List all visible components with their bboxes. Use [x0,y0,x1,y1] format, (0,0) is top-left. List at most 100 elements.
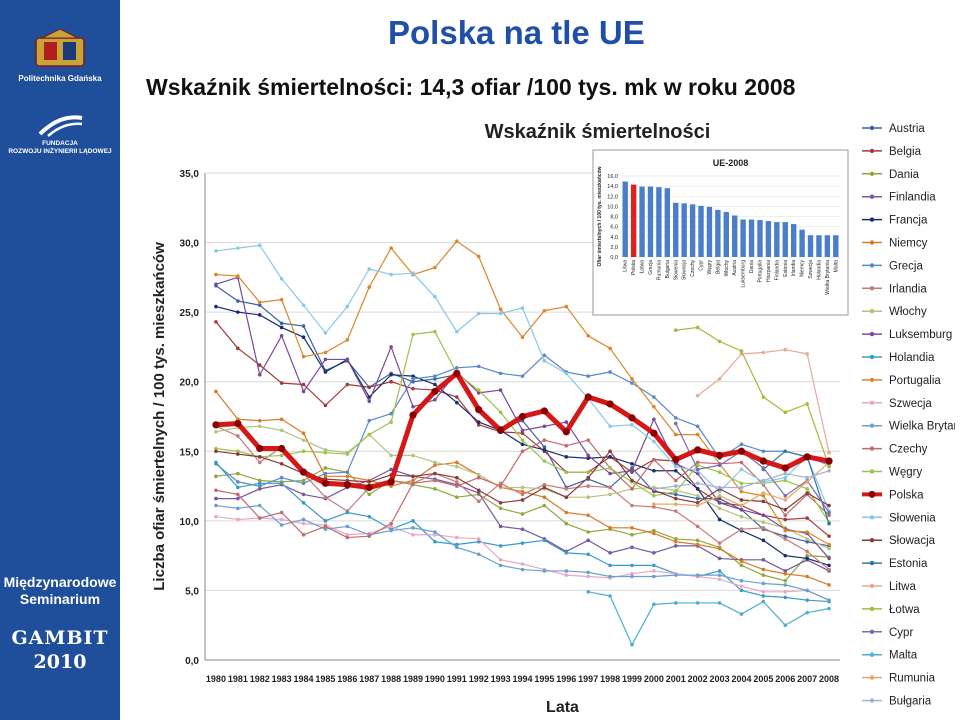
data-point-belgia [279,381,284,385]
x-tick-label: 1984 [294,674,314,684]
y-tick-label: 25,0 [180,308,200,319]
legend-marker-portugalia [869,377,875,383]
legend-label-bułgaria: Bułgaria [889,696,932,708]
data-point-holandia [564,551,569,555]
legend-label-finlandia: Finlandia [889,192,936,204]
data-point-portugalia [542,308,547,313]
data-point-irlandia [783,537,788,541]
data-point-niemcy [455,460,459,465]
data-point-dania [323,466,328,470]
data-point-austria [783,534,788,538]
data-point-portugalia [301,354,306,359]
data-point-włochy [323,448,328,452]
data-point-słowacja [433,471,437,476]
data-point-dania [652,528,656,533]
data-point-francja [323,370,328,374]
data-point-portugalia [257,300,262,305]
data-point-portugalia [433,265,437,270]
data-point-portugalia [739,489,744,494]
data-point-grecja [476,364,481,369]
data-point-polska [212,421,220,429]
data-point-słowenia [652,439,656,444]
data-point-węgry [345,452,350,456]
inset-bar [639,186,645,257]
data-point-wielka-brytania [279,523,284,527]
data-point-belgia [301,382,306,387]
data-point-słowenia [476,311,481,316]
data-point-grecja [433,374,437,378]
data-point-finlandia [761,558,766,562]
data-point-belgia [367,385,372,390]
data-point-francja [673,468,678,473]
data-point-niemcy [323,474,328,479]
data-point-francja [608,455,612,459]
x-tick-label: 2000 [644,674,664,684]
data-point-węgry [367,432,372,437]
data-point-wielka-brytania [301,517,306,522]
data-point-słowenia [345,304,350,309]
data-point-szwecja [783,590,788,594]
seminar-line2: Seminarium [19,591,101,607]
data-point-niemcy [586,513,590,518]
data-point-włochy [214,430,218,434]
data-point-irlandia [761,526,766,530]
data-point-finlandia [717,556,722,561]
series-line-cypr [675,423,830,513]
data-point-węgry [498,410,503,415]
data-point-czechy [652,457,656,462]
data-point-węgry [739,481,744,486]
data-point-wielka-brytania [345,524,350,529]
data-point-czechy [367,534,372,538]
data-point-dania [673,537,678,541]
data-point-szwecja [761,590,766,594]
x-tick-label: 1994 [512,674,532,684]
data-point-holandia [586,552,590,557]
x-tick-label: 2008 [819,674,839,684]
data-point-malta [805,610,809,615]
legend-marker-polska [868,490,876,498]
data-point-czechy [433,478,437,483]
data-point-włochy [455,464,459,469]
data-point-czechy [739,460,744,465]
data-point-polska [715,451,724,460]
data-point-irlandia [455,480,459,484]
data-point-holandia [761,594,766,598]
data-point-szwecja [455,535,459,540]
legend-marker-austria [869,125,875,131]
series-line-estonia [762,450,830,524]
data-point-dania [214,474,218,479]
inset-y-tick-label: 8,0 [610,215,618,221]
inset-bar [748,219,755,257]
data-point-bułgaria [827,468,831,473]
data-point-cypr [827,510,831,515]
data-point-polska [672,456,680,464]
data-point-słowacja [411,474,415,479]
data-point-francja [301,335,306,339]
data-point-grecja [345,470,350,474]
data-point-słowenia [564,371,569,376]
data-point-słowenia [367,267,372,271]
data-point-francja [455,400,459,405]
data-point-niemcy [542,495,547,500]
data-point-finlandia [783,569,788,573]
gambit-year: 2010 [33,651,87,673]
data-point-portugalia [805,530,809,534]
data-point-finlandia [498,524,503,529]
x-tick-label: 2004 [731,674,751,684]
data-point-francja [630,462,634,466]
data-point-irlandia [564,487,569,491]
x-tick-label: 1999 [622,674,642,684]
data-point-bułgaria [805,475,809,480]
data-point-słowacja [761,499,766,504]
inset-bar [757,220,763,257]
data-point-bułgaria [761,478,766,483]
inset-x-tick-label: Grecja [648,260,654,275]
legend-marker-luksemburg [869,331,875,337]
x-tick-label: 1986 [337,674,357,684]
data-point-niemcy [411,478,415,483]
x-tick-label: 1995 [534,674,554,684]
data-point-grecja [652,395,656,399]
data-point-portugalia [673,432,678,437]
data-point-wielka-brytania [389,528,393,533]
data-point-irlandia [608,485,612,490]
